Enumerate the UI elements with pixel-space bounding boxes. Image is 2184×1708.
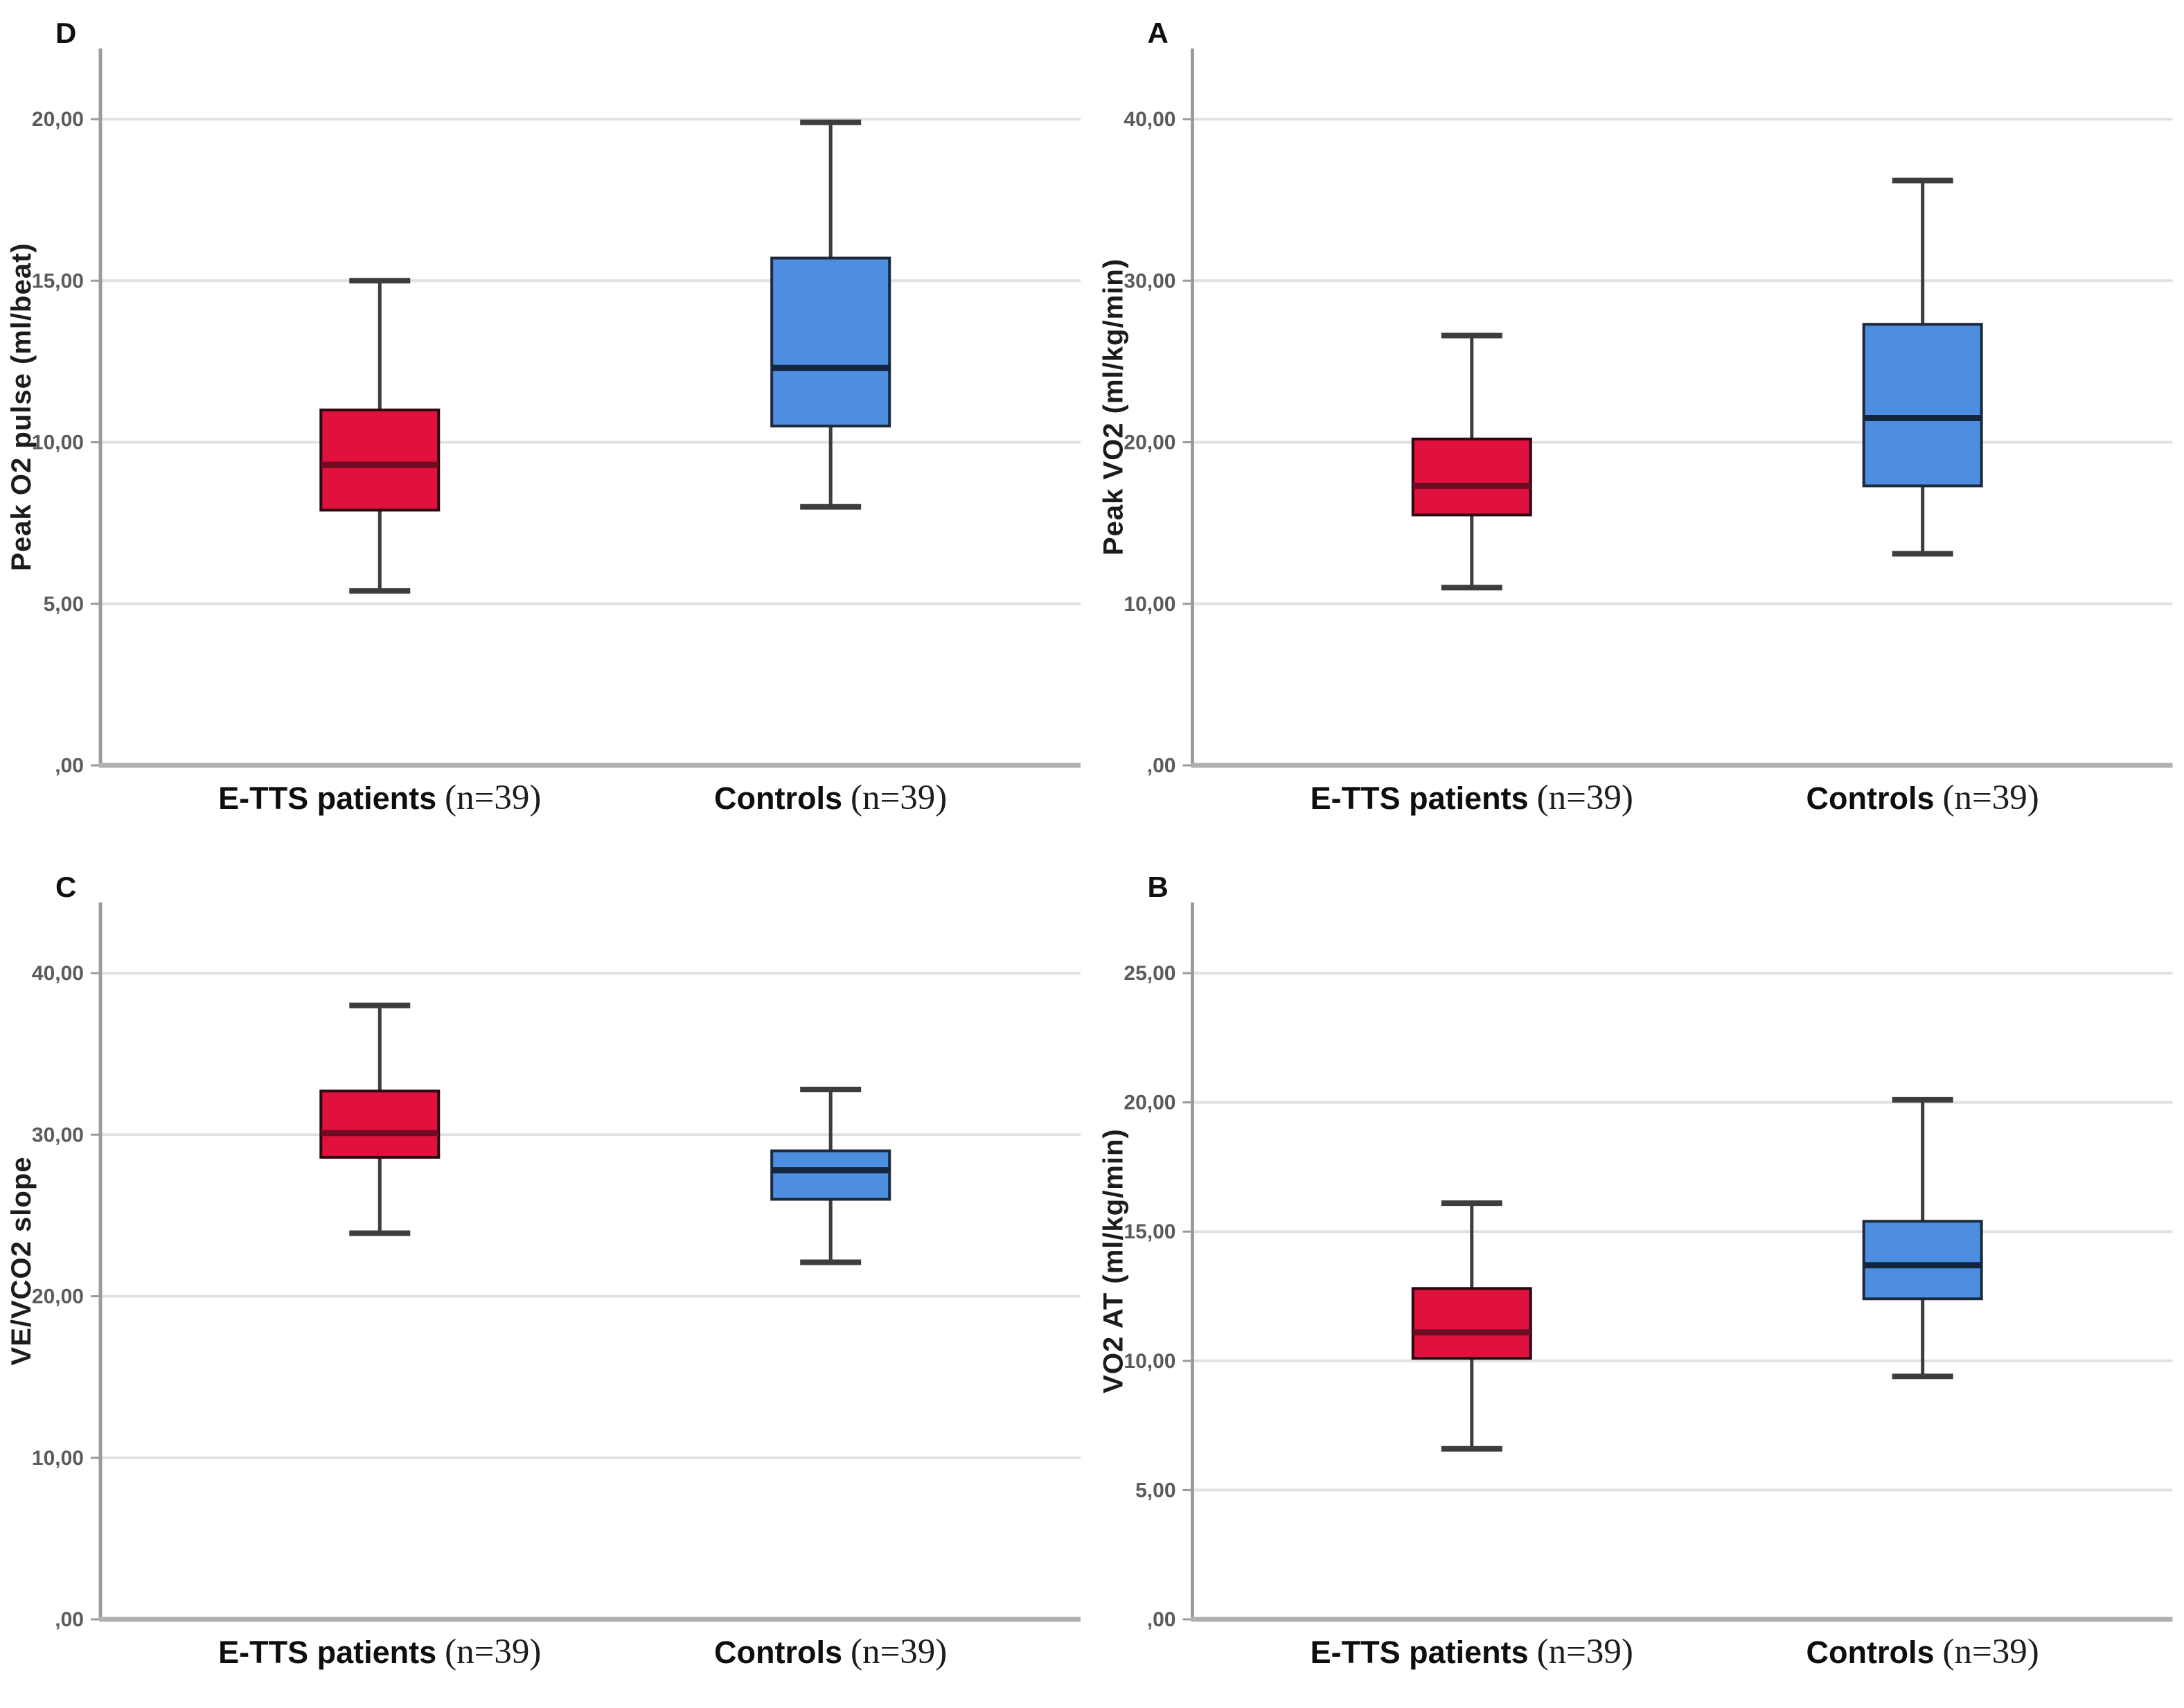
box-rect-controls bbox=[770, 256, 891, 428]
panel-letter: A bbox=[1148, 17, 1169, 49]
box-rect-controls bbox=[1862, 1220, 1983, 1301]
tick-label: 10,00 bbox=[32, 432, 84, 454]
panel-D-plot: ,00 5,00 10,00 15,00 20,00 Peak O2 pulse (ml/… bbox=[6, 17, 1081, 817]
panel-C-plot: ,00 10,00 20,00 30,00 40,00 VE/VCO2 slope C E-T… bbox=[6, 871, 1081, 1671]
y-axis-title: Peak VO2 (ml/kg/min) bbox=[1099, 258, 1129, 555]
tick-label: 40,00 bbox=[1124, 108, 1175, 131]
category-label-etts: E-TTS patients (n=39) bbox=[218, 1633, 541, 1671]
tick-label: 10,00 bbox=[1124, 1350, 1175, 1373]
panel-B-plot: ,00 5,00 10,00 15,00 20,00 25,00 VO2 AT (ml/kg… bbox=[1099, 871, 2173, 1671]
tick-label: 20,00 bbox=[1124, 432, 1175, 454]
category-n-count: (n=39) bbox=[851, 1633, 947, 1671]
tick-label: 30,00 bbox=[32, 1123, 84, 1146]
category-name: E-TTS patients bbox=[1311, 1635, 1529, 1670]
category-n-count: (n=39) bbox=[1943, 1633, 2039, 1671]
category-name: Controls bbox=[714, 781, 842, 816]
category-name: Controls bbox=[1806, 1635, 1935, 1670]
category-label-etts: E-TTS patients (n=39) bbox=[1311, 779, 1633, 817]
category-name: Controls bbox=[714, 1635, 842, 1670]
tick-label: 25,00 bbox=[1124, 962, 1175, 985]
tick-label: 15,00 bbox=[32, 269, 84, 292]
panel-B: ,00 5,00 10,00 15,00 20,00 25,00 VO2 AT (ml/kg… bbox=[1092, 854, 2184, 1708]
category-name: Controls bbox=[1806, 781, 1935, 816]
tick-label: 30,00 bbox=[1124, 269, 1175, 292]
category-name: E-TTS patients bbox=[218, 781, 436, 816]
tick-label: 5,00 bbox=[1135, 1479, 1175, 1502]
panel-D: ,00 5,00 10,00 15,00 20,00 Peak O2 pulse (ml/… bbox=[0, 0, 1092, 854]
box-rect-controls bbox=[770, 1149, 891, 1201]
category-label-controls: Controls (n=39) bbox=[1806, 779, 2039, 817]
category-n-count: (n=39) bbox=[1537, 779, 1633, 817]
tick-label: 10,00 bbox=[32, 1447, 84, 1470]
panel-letter: B bbox=[1148, 871, 1169, 903]
category-label-controls: Controls (n=39) bbox=[714, 1633, 947, 1671]
tick-label: 40,00 bbox=[32, 962, 84, 985]
category-label-controls: Controls (n=39) bbox=[714, 779, 947, 817]
tick-label: ,00 bbox=[1147, 1608, 1176, 1631]
tick-label: 15,00 bbox=[1124, 1220, 1175, 1243]
panel-letter: C bbox=[55, 871, 76, 903]
panel-C: ,00 10,00 20,00 30,00 40,00 VE/VCO2 slope C E-T… bbox=[0, 854, 1092, 1708]
tick-label: 20,00 bbox=[1124, 1092, 1175, 1114]
category-n-count: (n=39) bbox=[445, 1633, 541, 1671]
box-rect-etts bbox=[1411, 437, 1532, 517]
tick-label: 20,00 bbox=[32, 1286, 84, 1308]
tick-label: ,00 bbox=[55, 1608, 84, 1631]
box-rect-etts bbox=[319, 1089, 441, 1159]
y-axis-title: VO2 AT (ml/kg/min) bbox=[1099, 1128, 1129, 1393]
tick-label: 5,00 bbox=[44, 593, 84, 616]
category-label-etts: E-TTS patients (n=39) bbox=[1311, 1633, 1633, 1671]
tick-label: 10,00 bbox=[1124, 593, 1175, 616]
category-label-controls: Controls (n=39) bbox=[1806, 1633, 2039, 1671]
tick-label: 20,00 bbox=[32, 108, 84, 131]
tick-label: ,00 bbox=[1147, 754, 1176, 777]
category-n-count: (n=39) bbox=[1943, 779, 2039, 817]
tick-label: ,00 bbox=[55, 754, 84, 777]
category-n-count: (n=39) bbox=[1537, 1633, 1633, 1671]
box-rect-etts bbox=[1411, 1287, 1532, 1360]
category-n-count: (n=39) bbox=[445, 779, 541, 817]
box-rect-etts bbox=[319, 408, 441, 512]
panel-A: ,00 10,00 20,00 30,00 40,00 Peak VO2 (ml/kg/m… bbox=[1092, 0, 2184, 854]
panel-A-plot: ,00 10,00 20,00 30,00 40,00 Peak VO2 (ml/kg/m… bbox=[1099, 17, 2173, 817]
category-label-etts: E-TTS patients (n=39) bbox=[218, 779, 541, 817]
category-name: E-TTS patients bbox=[1311, 781, 1529, 816]
category-n-count: (n=39) bbox=[851, 779, 947, 817]
panel-letter: D bbox=[55, 17, 76, 49]
y-axis-title: Peak O2 pulse (ml/beat) bbox=[6, 242, 37, 571]
box-rect-controls bbox=[1862, 323, 1983, 488]
category-name: E-TTS patients bbox=[218, 1635, 436, 1670]
y-axis-title: VE/VCO2 slope bbox=[6, 1157, 37, 1366]
